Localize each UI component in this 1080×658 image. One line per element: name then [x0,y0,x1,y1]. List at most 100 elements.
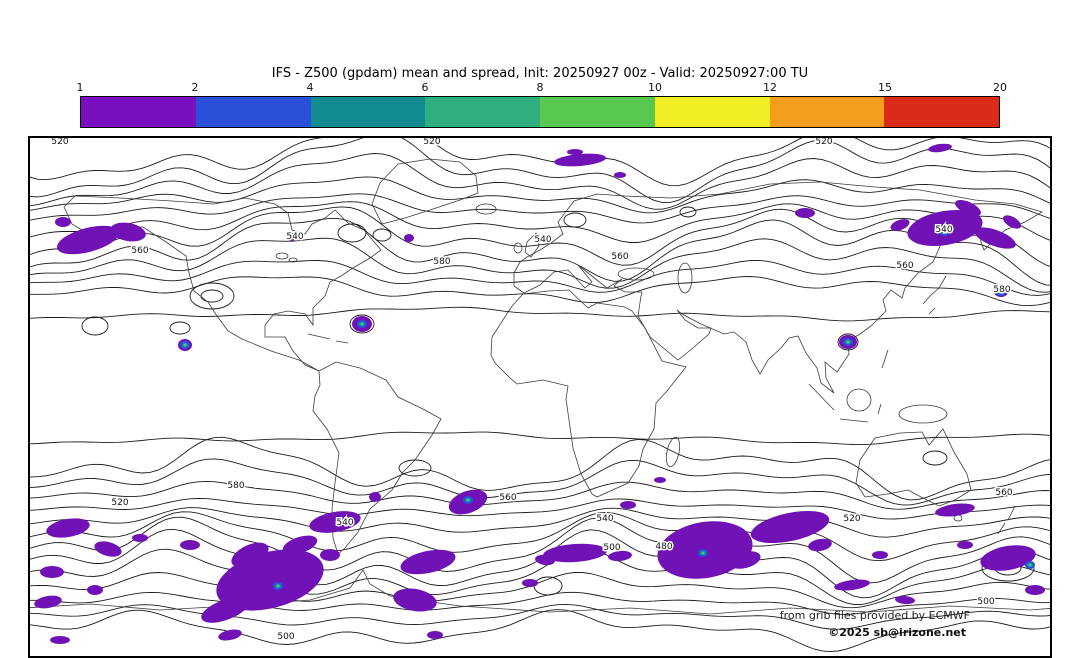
spread-region [180,540,200,550]
colorbar-tick: 12 [763,81,777,94]
spread-region [980,545,1036,571]
contour-label: 500 [977,597,994,607]
contour-line [30,138,1050,187]
contour-label: 540 [935,225,952,235]
island-greenland [371,158,479,225]
spread-region [729,551,761,569]
spread-region [654,477,666,483]
attribution-copyright: ©2025 sb@irizone.net [828,626,966,639]
contour-closed-loop [837,333,859,351]
spread-region [957,541,973,549]
spread-region [750,510,830,544]
spread-core [466,498,470,502]
spread-region [218,629,242,641]
contour-line [30,237,1050,293]
colorbar-tick: 15 [878,81,892,94]
colorbar-segment-4 [425,97,540,127]
contour-label: 580 [993,285,1010,295]
lake-great-lakes [275,252,289,260]
island-iceland [475,203,497,215]
spread-core [999,290,1003,294]
colorbar-tick-labels: 1 2 4 6 8 10 12 15 20 [77,81,1008,95]
contour-label: 500 [277,632,294,642]
contour-closed-loop [349,314,375,334]
island-borneo [846,388,872,412]
colorbar-segment-3 [310,97,426,127]
spread-region [928,143,952,153]
spread-region [427,631,443,639]
island-madagascar [665,436,681,468]
spread-region [567,149,583,155]
spread-region [608,550,632,562]
island-sulawesi [877,403,882,415]
colorbar-tick: 6 [421,81,429,94]
map-panel: 520 520 520 540 540 540 560 560 580 580 560 580 560 5… [28,136,1052,658]
contour-lines [30,138,1050,653]
contour-line [30,259,1050,296]
contour-label: 520 [423,138,440,147]
lake-great-lakes-east [288,257,298,263]
contour-line [30,603,1050,630]
contour-closed-loop [200,289,224,303]
spread-region [872,551,888,559]
contour-closed-loop [169,321,191,335]
contour-line [30,217,1050,286]
spread-region [522,579,538,587]
spread-region [974,227,1016,249]
island-britain [524,232,540,258]
islands-japan [922,275,947,315]
contour-label: 560 [896,261,913,271]
contour-line [30,591,1050,615]
spread-region [808,538,832,552]
contour-line [30,548,1050,605]
island-new-guinea [898,404,948,424]
contour-line [30,306,1050,322]
contour-line [30,572,1050,609]
islands-caribbean [307,333,349,344]
spread-region [34,595,62,609]
contour-label: 500 [603,543,620,553]
spread-region [554,153,606,167]
contour-closed-loop [922,450,948,466]
contour-line [30,516,1050,584]
colorbar-tick: 8 [536,81,544,94]
spread-region [87,585,103,595]
spread-region [535,554,555,566]
chart-title: IFS - Z500 (gpdam) mean and spread, Init… [271,66,809,81]
colorbar-segment-5 [540,97,655,127]
contour-label: 520 [843,514,860,524]
spread-region [94,541,122,557]
contour-label: 560 [611,252,628,262]
contour-line [30,153,1050,210]
spread-region [132,534,148,542]
spread-region [404,234,414,242]
contour-line [30,507,1050,538]
colorbar-tick: 20 [993,81,1007,94]
contour-label: 560 [131,246,148,256]
island-java [839,418,869,423]
spread-region [50,636,70,644]
spread-core [276,584,280,588]
spread-region [286,233,298,241]
contour-label: 580 [433,257,450,267]
islands-new-zealand [997,505,1016,535]
contour-closed-loop [398,459,432,477]
colorbar-segment-6 [654,97,770,127]
contour-label: 520 [815,138,832,147]
spread-region [1025,585,1045,595]
colorbar-segment-8 [884,97,999,127]
contour-closed-loop [372,228,392,242]
continent-africa [490,289,687,498]
spread-region [795,208,815,218]
contour-label: 480 [655,542,672,552]
contour-line [30,193,1050,224]
contour-line [30,498,1050,520]
continent-north-america [63,195,382,372]
continent-australia [855,428,972,507]
spread-region [201,597,249,623]
contour-label: 560 [499,493,516,503]
contour-label: 520 [111,498,128,508]
colorbar-tick: 2 [191,81,199,94]
spread-region [393,588,437,612]
contour-label: 540 [534,235,551,245]
